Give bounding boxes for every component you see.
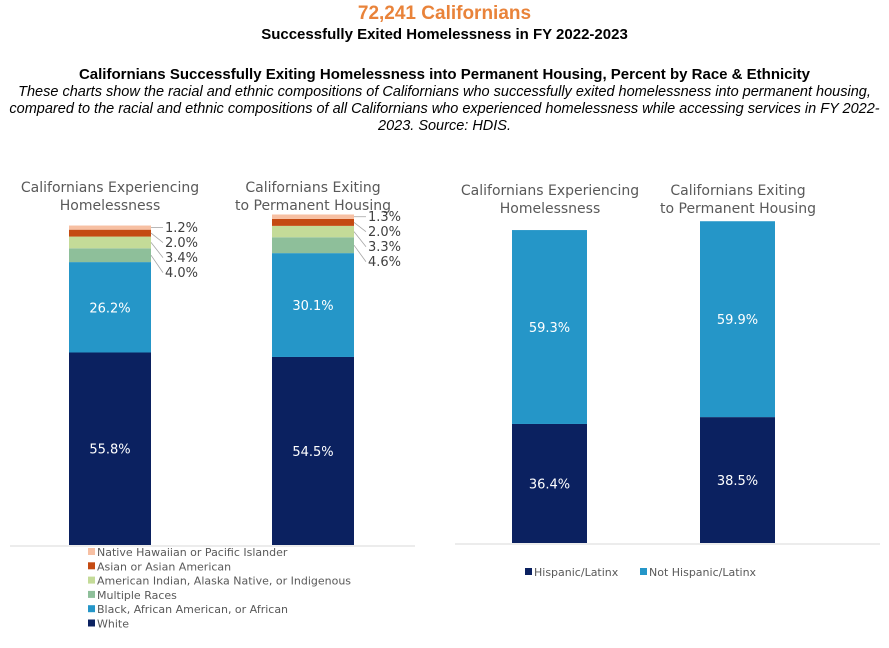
legend-label: Not Hispanic/Latinx bbox=[649, 566, 757, 579]
data-label: 2.0% bbox=[368, 225, 401, 240]
legend-label: Native Hawaiian or Pacific Islander bbox=[97, 546, 288, 559]
bar-segment bbox=[272, 356, 354, 545]
category-label: Californians Experiencing bbox=[461, 183, 639, 199]
legend-label: Black, African American, or African bbox=[97, 603, 288, 616]
legend-label: Multiple Races bbox=[97, 589, 177, 602]
label-leader-line bbox=[150, 254, 164, 273]
bar-segment bbox=[272, 218, 354, 226]
data-label: 55.8% bbox=[89, 443, 130, 458]
legend-swatch bbox=[525, 568, 532, 575]
data-label: 1.2% bbox=[165, 221, 198, 236]
legend-swatch bbox=[88, 590, 95, 598]
legend-swatch bbox=[640, 568, 647, 575]
category-label: Californians Experiencing bbox=[21, 180, 199, 196]
headline-subtitle: Successfully Exited Homelessness in FY 2… bbox=[261, 26, 628, 43]
category-label: Homelessness bbox=[500, 201, 601, 217]
legend-label: Hispanic/Latinx bbox=[534, 566, 619, 579]
category-label: Homelessness bbox=[60, 198, 161, 214]
bar-segment bbox=[700, 221, 775, 418]
legend-label: White bbox=[97, 618, 129, 631]
legend-swatch bbox=[88, 562, 95, 570]
label-leader-line bbox=[353, 244, 367, 262]
data-label: 36.4% bbox=[529, 477, 570, 492]
legend-swatch bbox=[88, 619, 95, 627]
category-label: to Permanent Housing bbox=[235, 198, 391, 214]
data-label: 59.3% bbox=[529, 321, 570, 336]
data-label: 3.3% bbox=[368, 240, 401, 255]
bar-segment bbox=[69, 229, 151, 237]
label-leader-line bbox=[353, 222, 367, 233]
bar-segment bbox=[700, 417, 775, 543]
bar-segment bbox=[69, 262, 151, 353]
data-label: 3.4% bbox=[165, 251, 198, 266]
category-label: Californians Exiting bbox=[670, 183, 805, 199]
legend-label: American Indian, Alaska Native, or Indig… bbox=[97, 575, 351, 588]
bar-segment bbox=[512, 423, 587, 543]
label-leader-line bbox=[353, 231, 367, 247]
bar-segment bbox=[69, 225, 151, 230]
bar-segment bbox=[69, 236, 151, 249]
data-label: 30.1% bbox=[292, 299, 333, 314]
chart-description: These charts show the racial and ethnic … bbox=[9, 84, 880, 134]
data-label: 4.6% bbox=[368, 255, 401, 270]
bar-segment bbox=[69, 352, 151, 545]
bar-segment bbox=[69, 248, 151, 263]
bar-segment bbox=[272, 237, 354, 254]
bar-segment bbox=[272, 214, 354, 219]
data-label: 26.2% bbox=[89, 301, 130, 316]
data-label: 38.5% bbox=[717, 474, 758, 489]
data-label: 2.0% bbox=[165, 236, 198, 251]
data-label: 1.3% bbox=[368, 210, 401, 225]
data-label: 4.0% bbox=[165, 266, 198, 281]
category-label: Californians Exiting bbox=[245, 180, 380, 196]
label-leader-line bbox=[150, 232, 164, 243]
chart-title: Californians Successfully Exiting Homele… bbox=[78, 66, 811, 83]
bar-segment bbox=[512, 230, 587, 424]
legend-swatch bbox=[88, 605, 95, 613]
data-label: 54.5% bbox=[292, 445, 333, 460]
legend-swatch bbox=[88, 576, 95, 584]
legend-swatch bbox=[88, 548, 95, 555]
data-label: 59.9% bbox=[717, 313, 758, 328]
label-leader-line bbox=[150, 242, 164, 258]
bar-segment bbox=[272, 253, 354, 357]
bar-segment bbox=[272, 225, 354, 238]
legend-label: Asian or Asian American bbox=[97, 560, 231, 573]
headline-count: 72,241 Californians bbox=[357, 3, 532, 24]
category-label: to Permanent Housing bbox=[660, 201, 816, 217]
